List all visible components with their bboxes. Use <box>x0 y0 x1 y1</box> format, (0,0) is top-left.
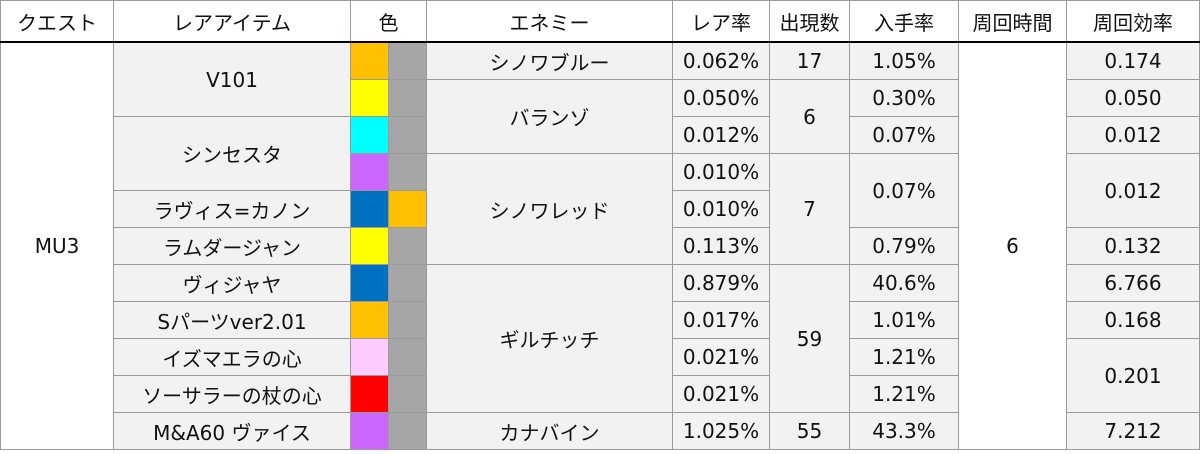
table-row: ヴィジャヤ ギルチッチ 0.879% 59 40.6% 6.766 <box>1 264 1200 413</box>
enemy-cell: シノワブルー <box>426 41 673 80</box>
rare-rate-cell: 0.012% <box>672 116 770 154</box>
obtain-rate-cell: 1.21% <box>849 375 959 413</box>
header-row: クエスト レアアイテム 色 エネミー レア率 出現数 入手率 周回時間 周回効率 <box>0 0 1200 43</box>
item-cell: Sパーツver2.01 <box>113 301 351 339</box>
color-swatch-secondary <box>388 301 427 339</box>
table-row: シノワレッド 0.010% 7 0.07% 0.012 <box>1 153 1200 265</box>
rare-rate-cell: 0.113% <box>672 227 770 265</box>
header-appear-count: 出現数 <box>769 0 850 43</box>
table-row: バランゾ 0.050% 6 0.30% 0.050 <box>1 79 1200 154</box>
rare-rate-cell: 0.021% <box>672 338 770 376</box>
header-obtain-rate: 入手率 <box>849 0 959 43</box>
color-swatch-primary <box>350 79 389 117</box>
appear-count-cell: 17 <box>769 41 850 80</box>
quest-cell: MU3 <box>0 41 114 450</box>
color-swatch-secondary <box>388 264 427 302</box>
obtain-rate-cell: 0.07% <box>849 153 959 228</box>
appear-count-cell: 55 <box>769 412 850 450</box>
header-color: 色 <box>350 0 427 43</box>
header-loop-efficiency: 周回効率 <box>1066 0 1200 43</box>
table-row: ラヴィス=カノン 0.010% <box>1 190 1200 228</box>
color-swatch-primary <box>350 153 389 191</box>
obtain-rate-cell: 0.07% <box>849 116 959 154</box>
color-swatch-primary <box>350 190 389 228</box>
rare-rate-cell: 0.010% <box>672 153 770 191</box>
item-cell: ラヴィス=カノン <box>113 190 351 228</box>
rare-rate-cell: 0.879% <box>672 264 770 302</box>
color-swatch-primary <box>350 338 389 376</box>
table-row: ラムダージャン 0.113% 0.79% 0.132 <box>1 227 1200 265</box>
loop-time-cell: 6 <box>958 41 1067 450</box>
table-row: Sパーツver2.01 0.017% 1.01% 0.168 <box>1 301 1200 339</box>
rare-rate-cell: 0.050% <box>672 79 770 117</box>
enemy-cell: シノワレッド <box>426 153 673 265</box>
efficiency-cell: 0.012 <box>1066 116 1200 154</box>
color-swatch-secondary <box>388 375 427 413</box>
obtain-rate-cell: 0.79% <box>849 227 959 265</box>
efficiency-cell: 0.132 <box>1066 227 1200 265</box>
color-swatch-primary <box>350 116 389 154</box>
rare-rate-cell: 1.025% <box>672 412 770 450</box>
efficiency-cell: 0.201 <box>1066 338 1200 413</box>
efficiency-cell: 0.050 <box>1066 79 1200 117</box>
item-cell: ラムダージャン <box>113 227 351 265</box>
rare-rate-cell: 0.062% <box>672 41 770 80</box>
obtain-rate-cell: 1.01% <box>849 301 959 339</box>
color-swatch-primary <box>350 41 389 80</box>
header-quest: クエスト <box>0 0 114 43</box>
efficiency-cell: 0.168 <box>1066 301 1200 339</box>
efficiency-cell: 0.012 <box>1066 153 1200 228</box>
efficiency-cell: 0.174 <box>1066 41 1200 80</box>
color-swatch-secondary <box>388 227 427 265</box>
appear-count-cell: 6 <box>769 79 850 154</box>
header-loop-time: 周回時間 <box>958 0 1067 43</box>
color-swatch-secondary <box>388 153 427 191</box>
color-swatch-primary <box>350 375 389 413</box>
table-row: シンセスタ 0.012% 0.07% 0.012 <box>1 116 1200 191</box>
color-swatch-secondary <box>388 412 427 450</box>
obtain-rate-cell: 1.21% <box>849 338 959 376</box>
color-swatch-secondary <box>388 190 427 228</box>
obtain-rate-cell: 40.6% <box>849 264 959 302</box>
table-row: MU3 V101 シノワブルー 0.062% 17 1.05% 6 0.174 <box>0 41 1200 450</box>
color-swatch-primary <box>350 412 389 450</box>
enemy-cell: ギルチッチ <box>426 264 673 413</box>
obtain-rate-cell: 0.30% <box>849 79 959 117</box>
rare-rate-cell: 0.010% <box>672 190 770 228</box>
color-swatch-secondary <box>388 116 427 154</box>
header-rare-item: レアアイテム <box>113 0 351 43</box>
item-cell: イズマエラの心 <box>113 338 351 376</box>
enemy-cell: カナバイン <box>426 412 673 450</box>
obtain-rate-cell: 1.05% <box>849 41 959 80</box>
item-cell: ソーサラーの杖の心 <box>113 375 351 413</box>
header-enemy: エネミー <box>426 0 673 43</box>
color-swatch-secondary <box>388 41 427 80</box>
rare-rate-cell: 0.017% <box>672 301 770 339</box>
rare-rate-cell: 0.021% <box>672 375 770 413</box>
appear-count-cell: 59 <box>769 264 850 413</box>
item-cell: ヴィジャヤ <box>113 264 351 302</box>
item-cell: V101 <box>113 41 351 117</box>
table-row: M&A60 ヴァイス カナバイン 1.025% 55 43.3% 7.212 <box>1 412 1200 450</box>
efficiency-cell: 7.212 <box>1066 412 1200 450</box>
obtain-rate-cell: 43.3% <box>849 412 959 450</box>
item-cell: M&A60 ヴァイス <box>113 412 351 450</box>
header-rare-rate: レア率 <box>672 0 770 43</box>
table-row: ソーサラーの杖の心 0.021% 1.21% <box>1 375 1200 413</box>
color-swatch-secondary <box>388 338 427 376</box>
enemy-cell: バランゾ <box>426 79 673 154</box>
color-swatch-primary <box>350 301 389 339</box>
color-swatch-primary <box>350 264 389 302</box>
item-cell: シンセスタ <box>113 116 351 191</box>
appear-count-cell: 7 <box>769 153 850 265</box>
color-swatch-primary <box>350 227 389 265</box>
color-swatch-secondary <box>388 79 427 117</box>
efficiency-cell: 6.766 <box>1066 264 1200 302</box>
